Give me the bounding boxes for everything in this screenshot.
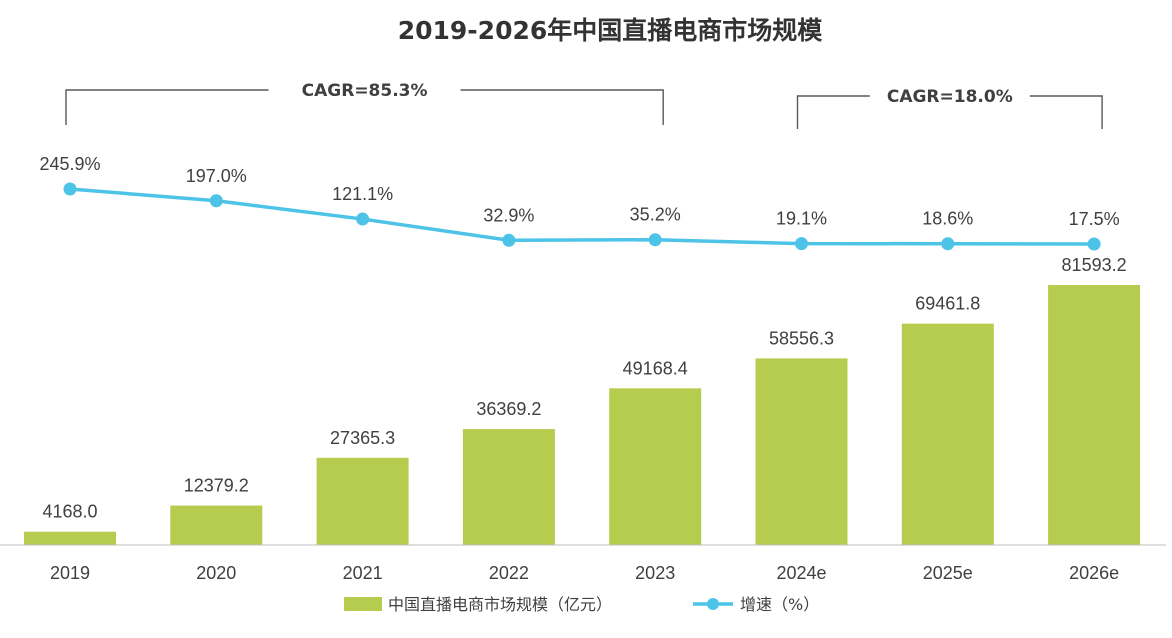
cagr-bracket-left-2 (796, 95, 870, 129)
bar-2025e (901, 323, 994, 545)
legend-line-marker (707, 598, 719, 610)
growth-point-2021 (356, 212, 370, 226)
bar-label-2020: 12379.2 (184, 476, 249, 496)
legend-bar-swatch (344, 597, 382, 611)
growth-point-2026e (1087, 237, 1101, 251)
growth-label-2024e: 19.1% (776, 209, 827, 229)
cagr-brackets: CAGR=85.3% CAGR=18.0% (65, 81, 1103, 129)
growth-label-2025e: 18.6% (922, 209, 973, 229)
bar-2021 (316, 457, 409, 545)
legend: 中国直播电商市场规模（亿元） 增速（%） (344, 595, 819, 614)
growth-point-2023 (648, 233, 662, 247)
x-axis-ticks: 2019 2020 2021 2022 2023 2024e 2025e 2026e (50, 563, 1119, 583)
growth-label-2021: 121.1% (332, 184, 393, 204)
growth-point-2020 (209, 194, 223, 208)
x-tick-2026e: 2026e (1069, 563, 1119, 583)
x-tick-2023: 2023 (635, 563, 675, 583)
growth-label-2026e: 17.5% (1069, 209, 1120, 229)
bar-2024e (755, 358, 848, 545)
legend-line-label: 增速（%） (740, 595, 819, 614)
bar-2023 (609, 388, 702, 545)
growth-point-2019 (63, 182, 77, 196)
x-tick-2021: 2021 (343, 563, 383, 583)
bar-2026e (1048, 285, 1141, 545)
growth-point-2025e (941, 237, 955, 251)
bar-label-2023: 49168.4 (623, 358, 688, 378)
bar-series: 4168.0 12379.2 27365.3 36369.2 49168.4 58556.… (24, 255, 1141, 545)
cagr-bracket-left-1 (65, 89, 269, 125)
cagr-bracket-right-1 (460, 89, 664, 125)
chart-title: 2019-2026年中国直播电商市场规模 (398, 16, 824, 45)
bar-label-2019: 4168.0 (42, 502, 97, 522)
x-tick-2020: 2020 (196, 563, 236, 583)
line-series: 245.9% 197.0% 121.1% 32.9% 35.2% 19.1% 18.6% 17… (39, 154, 1120, 251)
growth-label-2020: 197.0% (186, 166, 247, 186)
bar-2020 (170, 505, 263, 545)
growth-label-2019: 245.9% (39, 154, 100, 174)
x-tick-2024e: 2024e (776, 563, 826, 583)
bar-label-2022: 36369.2 (476, 399, 541, 419)
growth-label-2022: 32.9% (483, 205, 534, 225)
growth-point-2024e (795, 237, 808, 251)
x-tick-2025e: 2025e (923, 563, 973, 583)
x-tick-2022: 2022 (489, 563, 529, 583)
bar-2022 (462, 429, 555, 545)
bar-label-2021: 27365.3 (330, 428, 395, 448)
cagr-label-2: CAGR=18.0% (887, 87, 1013, 107)
growth-label-2023: 35.2% (630, 205, 681, 225)
growth-point-2022 (502, 233, 516, 247)
x-tick-2019: 2019 (50, 563, 90, 583)
bar-label-2026e: 81593.2 (1062, 255, 1127, 275)
cagr-bracket-right-2 (1029, 95, 1103, 129)
bar-label-2024e: 58556.3 (769, 328, 834, 348)
cagr-label-1: CAGR=85.3% (302, 81, 428, 101)
growth-line (69, 187, 1095, 246)
legend-bar-label: 中国直播电商市场规模（亿元） (388, 595, 612, 614)
bar-2019 (24, 531, 116, 545)
bar-label-2025e: 69461.8 (915, 294, 980, 314)
